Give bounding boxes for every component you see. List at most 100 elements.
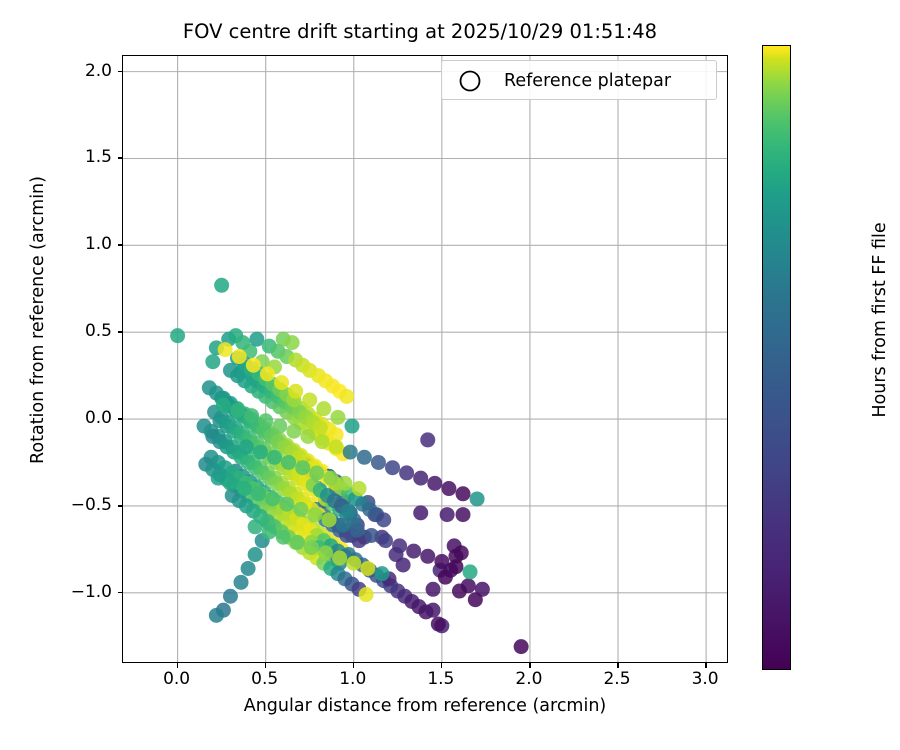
x-tick-label: 3.0 (691, 669, 719, 689)
scatter-point (349, 522, 365, 538)
scatter-point (288, 383, 304, 399)
scatter-point (208, 607, 224, 623)
scatter-layer (170, 277, 529, 655)
scatter-point (286, 423, 302, 439)
scatter-point (267, 449, 282, 465)
scatter-point (314, 434, 330, 450)
scatter-point (307, 507, 323, 523)
scatter-point (448, 548, 464, 564)
y-tick-mark (117, 70, 122, 73)
scatter-point (289, 534, 305, 550)
scatter-point (469, 491, 485, 507)
x-tick-label: 2.0 (515, 669, 543, 689)
scatter-point (205, 354, 221, 370)
scatter-point (258, 413, 274, 429)
scatter-point (376, 512, 392, 528)
scatter-point (303, 540, 319, 556)
y-tick-mark (117, 591, 122, 594)
scatter-point (337, 475, 353, 491)
scatter-point (281, 454, 297, 470)
scatter-point (451, 583, 467, 599)
scatter-point (392, 538, 408, 554)
scatter-point (395, 557, 411, 573)
scatter-point (233, 574, 249, 590)
colorbar-gradient[interactable] (762, 45, 791, 670)
scatter-point (312, 420, 328, 436)
scatter-point (309, 465, 325, 481)
y-tick-label: 0.0 (84, 408, 112, 429)
scatter-point (455, 507, 471, 523)
x-tick-label: 1.5 (427, 669, 455, 689)
scatter-point (455, 486, 471, 502)
legend-box[interactable]: Reference platepar (441, 60, 717, 100)
x-tick-label: 1.0 (339, 669, 367, 689)
scatter-point (247, 547, 263, 563)
scatter-point (342, 444, 358, 460)
x-tick-label: 0.0 (163, 669, 191, 689)
colorbar-label: Hours from first FF file (870, 222, 890, 418)
scatter-point (356, 449, 372, 465)
scatter-point (295, 460, 311, 476)
scatter-point (210, 470, 226, 486)
scatter-point (237, 481, 253, 497)
scatter-point (346, 555, 362, 571)
scatter-point (222, 475, 238, 491)
scatter-point (328, 427, 344, 443)
x-tick-mark (440, 663, 443, 668)
scatter-point (265, 491, 281, 507)
chart-title: FOV centre drift starting at 2025/10/29 … (182, 20, 658, 43)
scatter-point (240, 560, 256, 576)
scatter-point (439, 507, 455, 523)
scatter-point (420, 548, 436, 564)
scatter-point (222, 588, 238, 604)
scatter-point (399, 465, 415, 481)
scatter-point (406, 543, 422, 559)
y-tick-mark (117, 157, 122, 160)
scatter-point (272, 418, 288, 434)
scatter-point (340, 503, 356, 519)
x-tick-mark (352, 663, 355, 668)
scatter-point (344, 418, 360, 434)
scatter-point (323, 470, 339, 486)
legend-entry-label: Reference platepar (504, 71, 672, 91)
x-tick-label: 0.5 (251, 669, 279, 689)
scatter-point (261, 524, 277, 540)
scatter-point (358, 587, 374, 603)
y-tick-label: 0.5 (84, 321, 112, 342)
y-tick-label: 2.0 (84, 60, 112, 81)
scatter-point (332, 550, 348, 566)
scatter-point (217, 342, 233, 358)
scatter-point (275, 529, 291, 545)
scatter-point (474, 581, 490, 597)
scatter-point (385, 460, 401, 476)
y-tick-label: −1.0 (70, 581, 112, 602)
scatter-point (247, 519, 263, 535)
scatter-point (427, 475, 443, 491)
scatter-point (437, 569, 453, 585)
plot-axes (122, 55, 728, 663)
y-tick-label: −0.5 (70, 494, 112, 515)
scatter-point (321, 512, 337, 528)
scatter-point (300, 428, 316, 444)
scatter-point (244, 408, 260, 424)
scatter-point (284, 335, 300, 351)
y-tick-mark (117, 331, 122, 333)
scatter-point (231, 349, 247, 365)
scatter-point (249, 331, 265, 347)
scatter-point (448, 559, 464, 575)
scatter-point (370, 454, 386, 470)
scatter-point (293, 501, 309, 517)
scatter-point (425, 602, 441, 618)
y-tick-mark (117, 418, 122, 420)
scatter-point (238, 439, 254, 455)
y-tick-mark (117, 244, 122, 246)
y-tick-label: 1.0 (84, 234, 112, 255)
scatter-point (413, 470, 429, 486)
scatter-point (363, 527, 379, 543)
y-axis-label: Rotation from reference (arcmin) (28, 176, 48, 464)
scatter-point (351, 481, 367, 497)
scatter-point (462, 564, 478, 580)
scatter-point (413, 505, 429, 521)
reference-platepar-marker-icon (459, 70, 481, 92)
scatter-point (252, 444, 268, 460)
